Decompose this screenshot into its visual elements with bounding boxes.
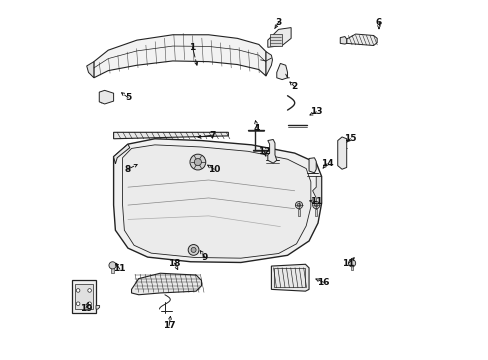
Text: 4: 4 bbox=[253, 123, 260, 132]
Circle shape bbox=[88, 302, 91, 306]
Text: 15: 15 bbox=[344, 134, 356, 143]
Circle shape bbox=[88, 289, 91, 292]
Circle shape bbox=[76, 289, 80, 292]
Circle shape bbox=[109, 262, 116, 269]
Circle shape bbox=[190, 154, 205, 170]
Bar bbox=[72, 280, 96, 313]
Polygon shape bbox=[99, 90, 113, 104]
Polygon shape bbox=[265, 51, 272, 76]
Text: 7: 7 bbox=[208, 131, 215, 140]
Text: 11: 11 bbox=[113, 265, 126, 274]
Bar bbox=[314, 209, 317, 216]
Bar bbox=[74, 284, 93, 309]
Polygon shape bbox=[131, 273, 201, 295]
Bar bbox=[274, 267, 304, 287]
Bar bbox=[111, 265, 113, 273]
Circle shape bbox=[194, 158, 201, 166]
Circle shape bbox=[191, 247, 196, 252]
Polygon shape bbox=[346, 34, 376, 45]
Bar bbox=[297, 209, 300, 216]
Text: 13: 13 bbox=[309, 107, 322, 116]
Text: 5: 5 bbox=[124, 93, 131, 102]
Polygon shape bbox=[113, 139, 321, 262]
Polygon shape bbox=[86, 62, 94, 78]
Bar bbox=[269, 34, 282, 45]
Circle shape bbox=[312, 202, 319, 209]
Polygon shape bbox=[267, 139, 276, 163]
Polygon shape bbox=[308, 158, 316, 173]
Polygon shape bbox=[312, 176, 321, 205]
Circle shape bbox=[314, 203, 317, 207]
Text: 6: 6 bbox=[375, 18, 381, 27]
Polygon shape bbox=[113, 132, 228, 139]
Text: 19: 19 bbox=[80, 303, 92, 312]
Text: 12: 12 bbox=[258, 147, 270, 156]
Text: 1: 1 bbox=[189, 43, 195, 52]
Text: 2: 2 bbox=[291, 82, 297, 91]
Polygon shape bbox=[271, 264, 308, 291]
Text: 14: 14 bbox=[320, 159, 333, 168]
Circle shape bbox=[188, 244, 199, 255]
Text: 8: 8 bbox=[124, 165, 131, 174]
Text: 11: 11 bbox=[309, 197, 322, 206]
Text: 10: 10 bbox=[207, 165, 220, 174]
Circle shape bbox=[76, 302, 80, 306]
Polygon shape bbox=[276, 63, 287, 80]
Polygon shape bbox=[94, 35, 265, 78]
Polygon shape bbox=[267, 28, 290, 47]
Text: 3: 3 bbox=[275, 18, 281, 27]
Circle shape bbox=[348, 260, 355, 267]
Polygon shape bbox=[340, 37, 346, 44]
Text: 11: 11 bbox=[342, 259, 354, 268]
Circle shape bbox=[297, 203, 300, 207]
Circle shape bbox=[295, 202, 302, 209]
Text: 9: 9 bbox=[202, 253, 208, 262]
Text: 16: 16 bbox=[317, 278, 329, 287]
Text: 18: 18 bbox=[168, 259, 181, 268]
Polygon shape bbox=[337, 137, 346, 169]
Polygon shape bbox=[113, 144, 129, 164]
Bar bbox=[350, 263, 352, 270]
Text: 17: 17 bbox=[163, 321, 175, 330]
Polygon shape bbox=[96, 306, 100, 309]
Polygon shape bbox=[122, 145, 310, 258]
